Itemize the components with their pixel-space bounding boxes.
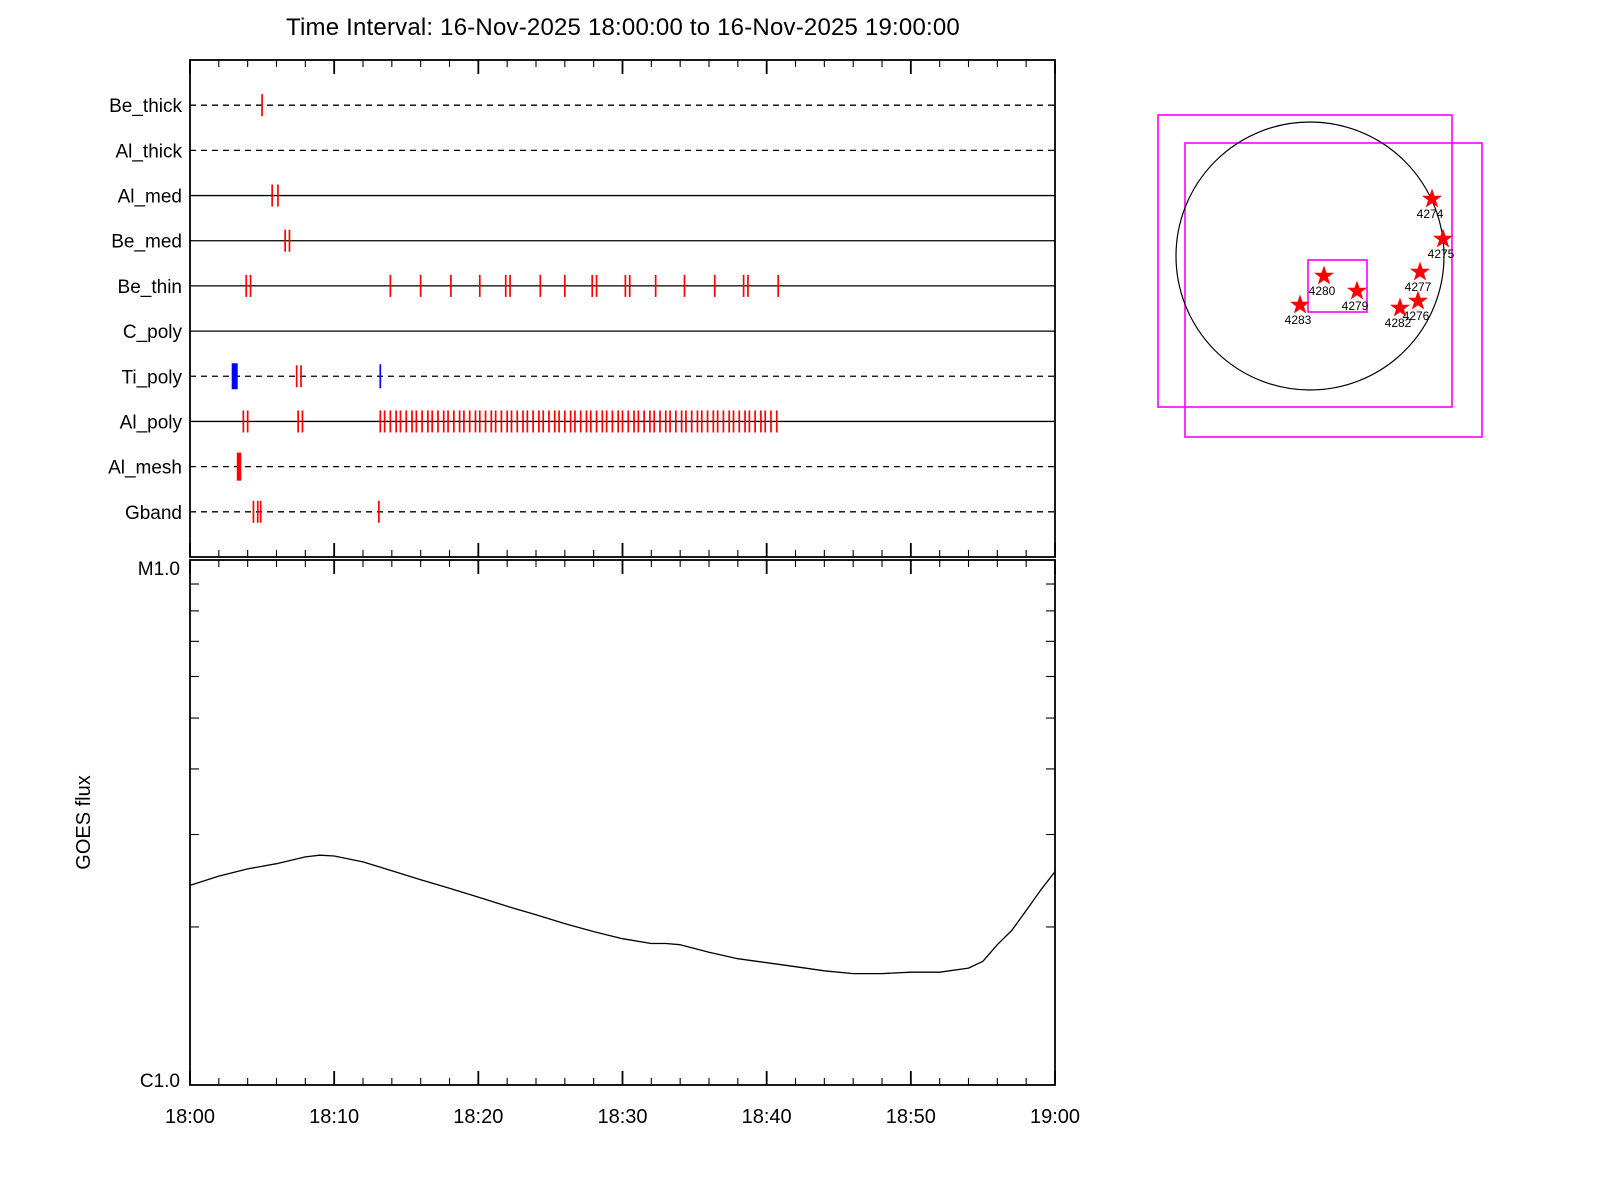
x-tick-label: 19:00 xyxy=(1030,1106,1080,1128)
row-label-C_poly: C_poly xyxy=(123,322,183,343)
row-label-Gband: Gband xyxy=(125,503,182,524)
fov-box xyxy=(1184,142,1483,438)
ar-label-4275: 4275 xyxy=(1428,247,1455,261)
row-label-Ti_poly: Ti_poly xyxy=(121,367,182,388)
x-tick-label: 18:10 xyxy=(309,1106,359,1128)
timeline-panel-frame xyxy=(189,59,1056,558)
ar-label-4282: 4282 xyxy=(1385,316,1412,330)
fov-box xyxy=(1307,259,1368,313)
row-label-Al_med: Al_med xyxy=(118,187,182,208)
row-label-Be_thick: Be_thick xyxy=(109,96,182,117)
ar-label-4280: 4280 xyxy=(1309,284,1336,298)
x-tick-label: 18:30 xyxy=(597,1106,647,1128)
row-label-Al_mesh: Al_mesh xyxy=(108,458,182,479)
active-region-star-4282 xyxy=(1389,297,1411,317)
x-tick-label: 18:40 xyxy=(742,1106,792,1128)
active-region-star-4283 xyxy=(1289,294,1311,314)
y-bottom-label: C1.0 xyxy=(140,1071,180,1092)
row-label-Al_thick: Al_thick xyxy=(115,141,182,162)
ar-label-4276: 4276 xyxy=(1403,309,1430,323)
active-region-star-4280 xyxy=(1313,265,1335,285)
solar-disk xyxy=(1175,121,1445,391)
active-region-star-4274 xyxy=(1421,188,1443,208)
goes-ylabel: GOES flux xyxy=(73,775,95,869)
x-tick-label: 18:50 xyxy=(886,1106,936,1128)
chart-title: Time Interval: 16-Nov-2025 18:00:00 to 1… xyxy=(286,14,960,41)
active-region-star-4277 xyxy=(1409,261,1431,281)
row-label-Al_poly: Al_poly xyxy=(120,412,183,433)
active-region-star-4275 xyxy=(1432,228,1454,248)
active-region-star-4276 xyxy=(1407,290,1429,310)
row-label-Be_thin: Be_thin xyxy=(118,277,182,298)
ar-label-4279: 4279 xyxy=(1342,299,1369,313)
x-tick-label: 18:20 xyxy=(453,1106,503,1128)
goes-panel-frame xyxy=(189,559,1056,1086)
ar-label-4283: 4283 xyxy=(1285,313,1312,327)
fov-box xyxy=(1157,114,1453,408)
y-top-label: M1.0 xyxy=(138,559,180,580)
ar-label-4274: 4274 xyxy=(1417,207,1444,221)
goes-curve xyxy=(189,854,1056,975)
ar-label-4277: 4277 xyxy=(1405,280,1432,294)
active-region-star-4279 xyxy=(1346,280,1368,300)
x-tick-label: 18:00 xyxy=(165,1106,215,1128)
row-label-Be_med: Be_med xyxy=(111,232,182,253)
